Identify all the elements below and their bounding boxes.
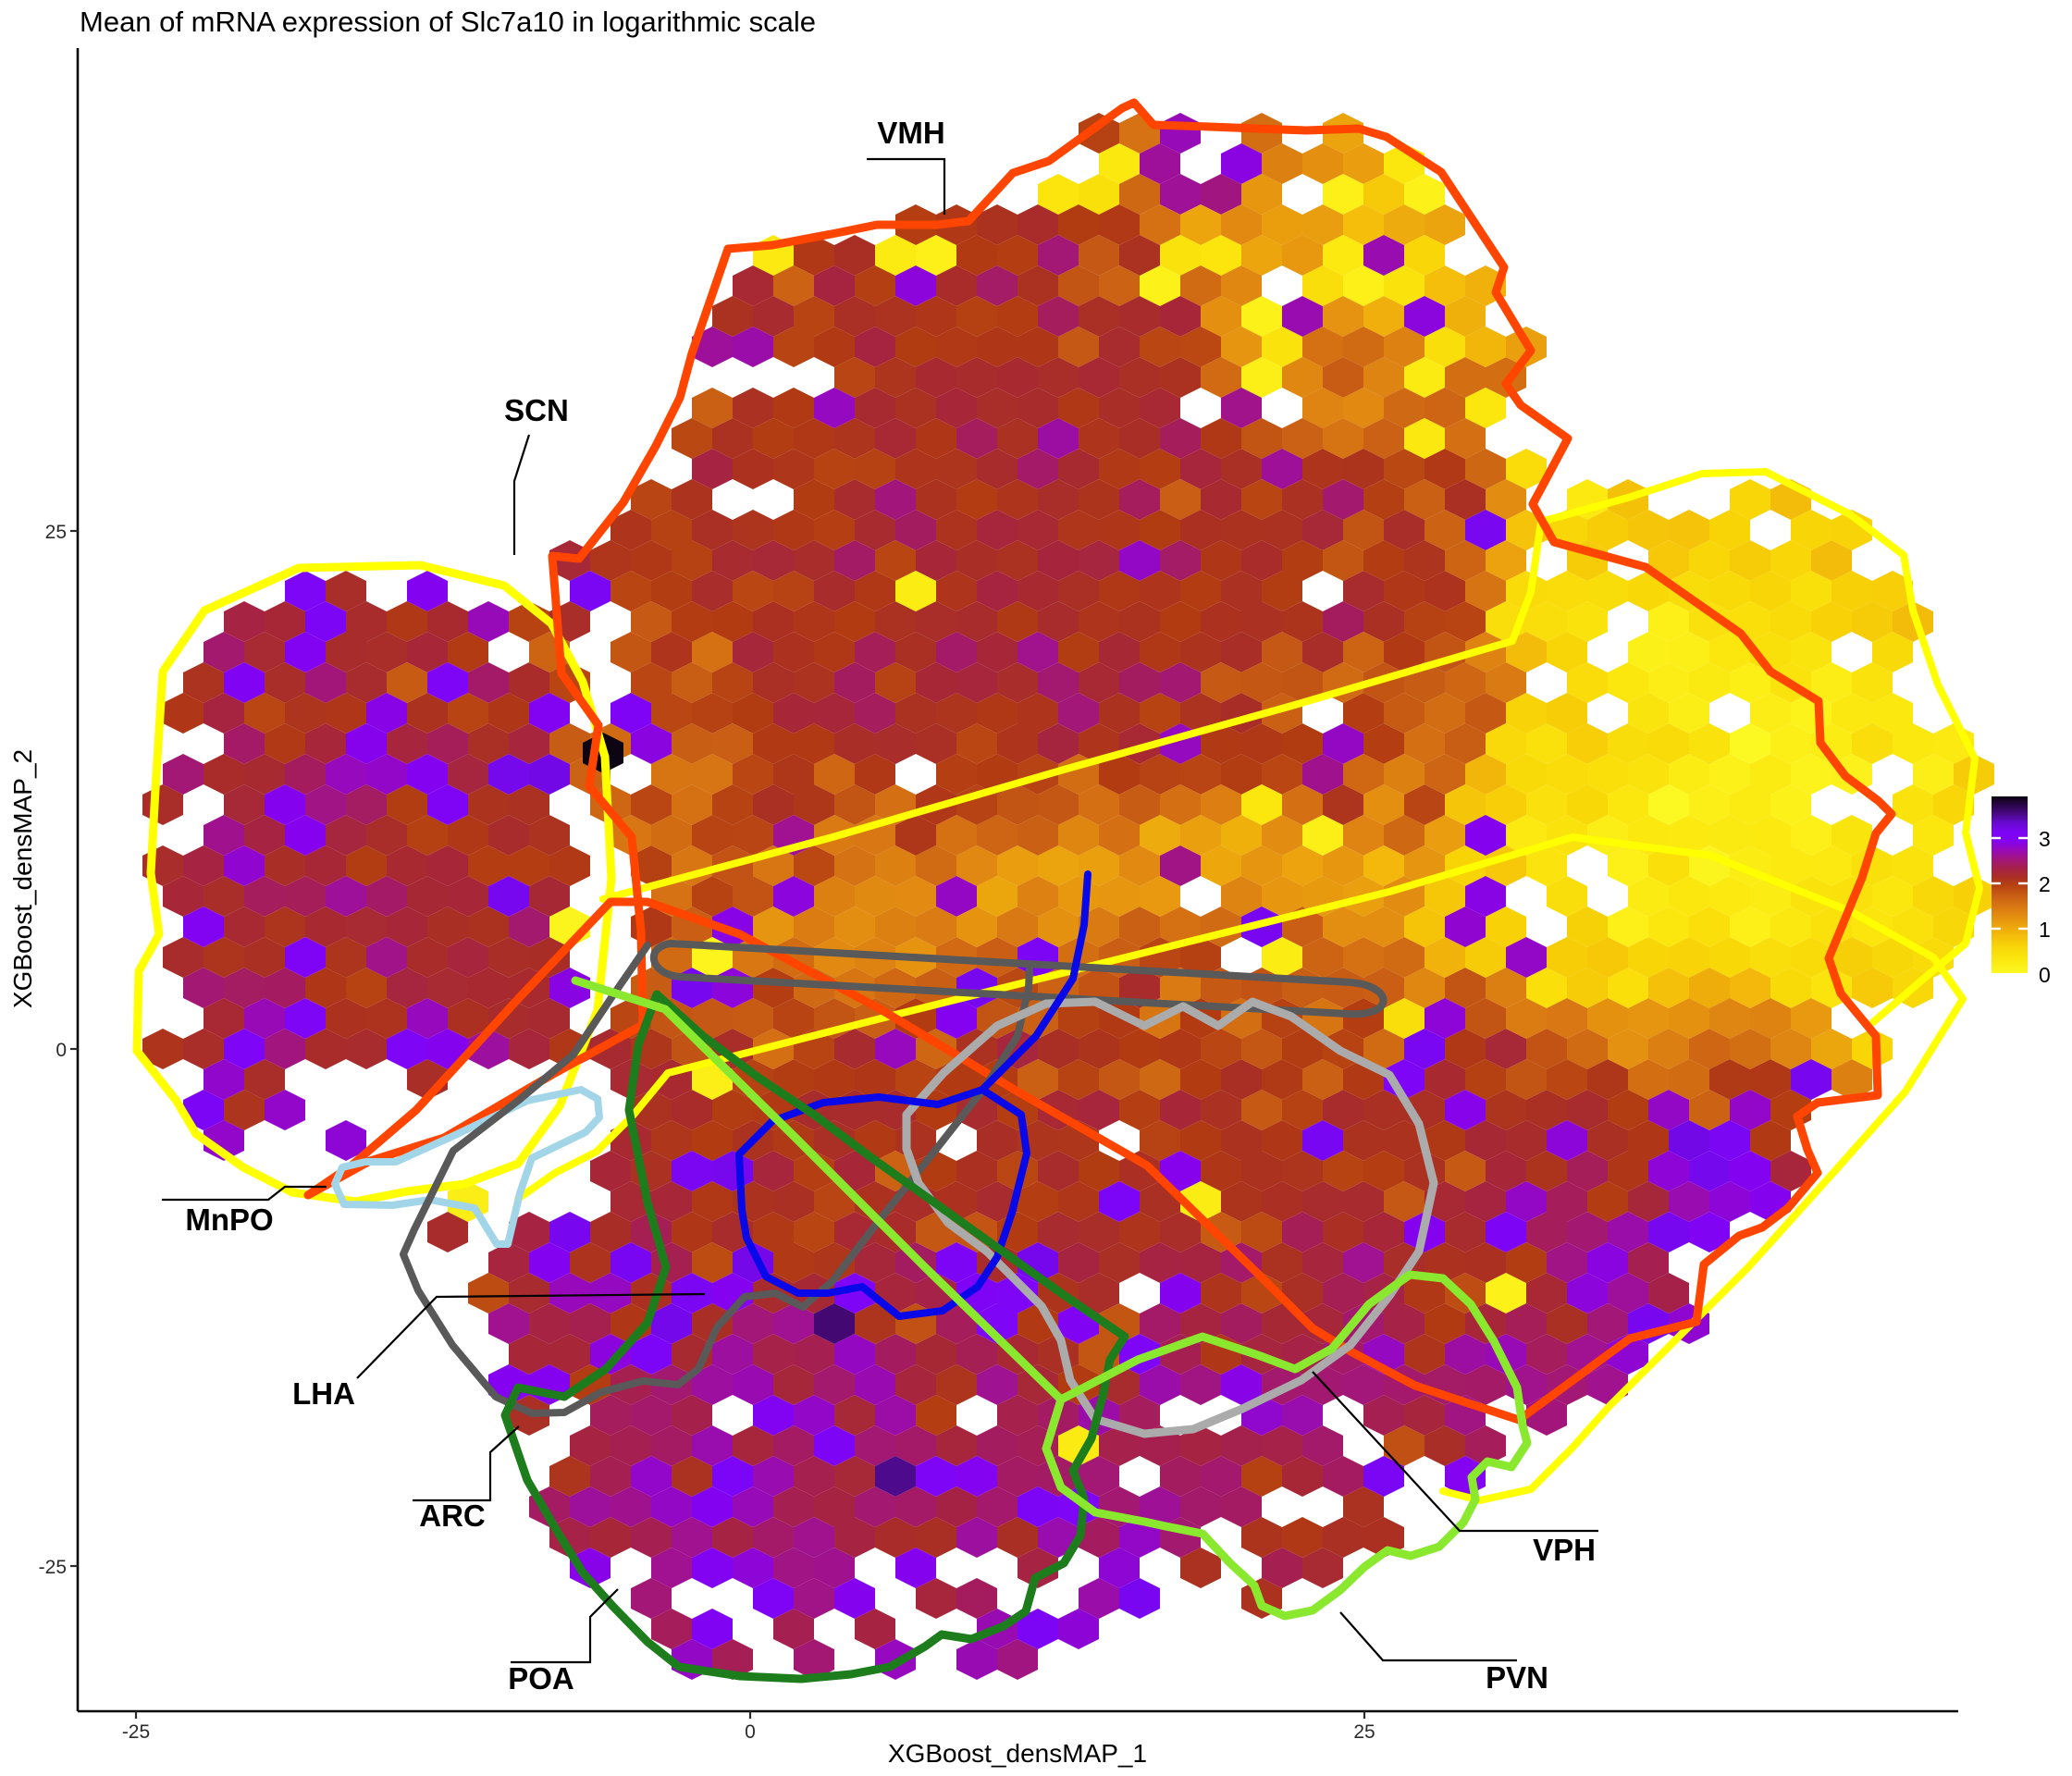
svg-text:0: 0 xyxy=(56,1040,67,1061)
svg-text:2: 2 xyxy=(2039,872,2051,896)
svg-text:XGBoost_densMAP_1: XGBoost_densMAP_1 xyxy=(888,1739,1147,1768)
svg-text:POA: POA xyxy=(508,1661,574,1696)
svg-text:-25: -25 xyxy=(122,1721,150,1743)
svg-text:ARC: ARC xyxy=(419,1498,486,1533)
svg-text:PVN: PVN xyxy=(1486,1660,1548,1695)
svg-text:3: 3 xyxy=(2039,827,2051,851)
svg-text:1: 1 xyxy=(2039,918,2051,942)
svg-text:LHA: LHA xyxy=(292,1376,355,1411)
svg-text:0: 0 xyxy=(2039,963,2051,987)
svg-text:VMH: VMH xyxy=(877,116,944,150)
svg-text:SCN: SCN xyxy=(504,393,569,427)
svg-text:Mean of mRNA expression of Slc: Mean of mRNA expression of Slc7a10 in lo… xyxy=(80,6,816,38)
svg-text:XGBoost_densMAP_2: XGBoost_densMAP_2 xyxy=(8,749,37,1008)
svg-text:25: 25 xyxy=(1353,1721,1375,1743)
svg-text:25: 25 xyxy=(45,522,67,543)
svg-text:-25: -25 xyxy=(39,1557,67,1578)
svg-text:MnPO: MnPO xyxy=(185,1202,273,1237)
svg-text:0: 0 xyxy=(745,1721,756,1743)
svg-text:VPH: VPH xyxy=(1533,1533,1596,1567)
